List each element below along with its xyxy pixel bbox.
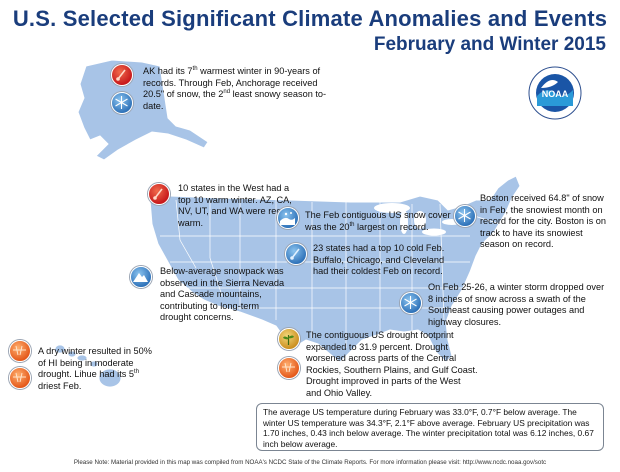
thermometer-hot-icon [111, 64, 133, 86]
annotation-snowpack: Below-average snowpack was observed in t… [160, 266, 285, 323]
footnote: Please Note: Material provided in this m… [73, 459, 547, 466]
alaska-shape [77, 59, 209, 161]
annotation-southeast-storm: On Feb 25-26, a winter storm dropped ove… [428, 282, 605, 327]
annotation-alaska: AK had its 7th warmest winter in 90-year… [143, 65, 327, 111]
dry-icon [278, 357, 300, 379]
contiguous-us-shape [149, 175, 521, 363]
noaa-logo-text: NOAA [542, 89, 569, 99]
summary-box: The average US temperature during Februa… [256, 403, 604, 451]
annotation-boston: Boston received 64.8" of snow in Feb, th… [480, 193, 606, 250]
snowpack-icon [130, 266, 152, 288]
noaa-logo: NOAA [528, 66, 582, 120]
snow-cover-icon [277, 207, 299, 229]
thermometer-cold-icon [285, 243, 307, 265]
annotation-cold-feb: 23 states had a top 10 cold Feb. Buffalo… [313, 243, 445, 277]
annotation-drought: The contiguous US drought footprint expa… [306, 330, 478, 398]
dry-icon [9, 367, 31, 389]
page-subtitle: February and Winter 2015 [373, 34, 606, 55]
annotation-hawaii: A dry winter resulted in 50% of HI being… [38, 346, 152, 391]
page-title: U.S. Selected Significant Climate Anomal… [12, 6, 608, 31]
thermometer-hot-icon [148, 183, 170, 205]
annotation-snow-cover: The Feb contiguous US snow cover was the… [305, 210, 451, 232]
snowflake-icon [454, 205, 476, 227]
snowflake-icon [400, 292, 422, 314]
snowflake-icon [111, 92, 133, 114]
drought-plant-icon [278, 328, 300, 350]
dry-icon [9, 340, 31, 362]
annotation-west-warm: 10 states in the West had a top 10 warm … [178, 183, 295, 228]
